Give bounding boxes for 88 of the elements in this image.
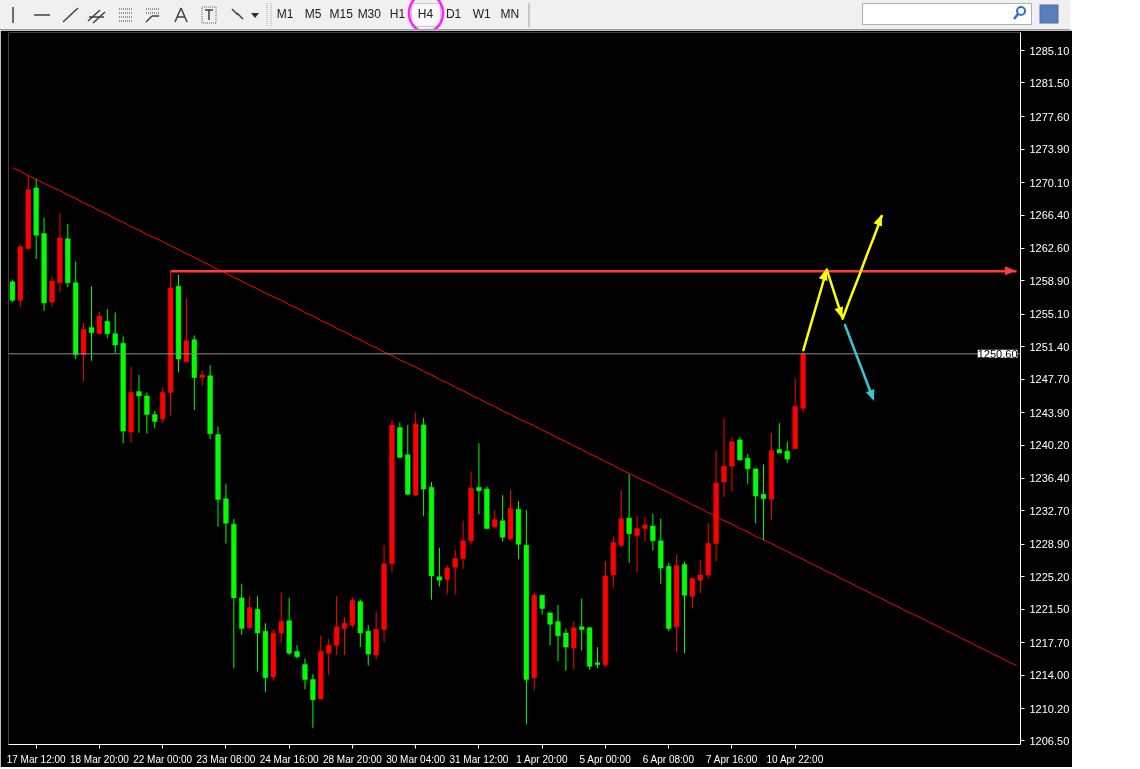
y-tick-label: 1266.40 [1029, 209, 1070, 222]
candlestick [634, 515, 640, 573]
x-tick-label: 6 Apr 08:00 [642, 753, 695, 765]
y-tick-label: 1225.20 [1029, 570, 1070, 583]
text: H1 [388, 7, 407, 22]
candlestick [539, 594, 545, 616]
x-tick-label: 5 Apr 00:00 [579, 753, 632, 765]
candlestick [642, 516, 648, 543]
y-tick-label: 1210.20 [1029, 702, 1070, 715]
candlestick [294, 644, 300, 659]
candlestick [183, 298, 190, 363]
x-tick-label: 28 Mar 20:00 [322, 753, 383, 765]
y-tick-label: 1273.90 [1029, 143, 1070, 156]
candlestick [302, 657, 308, 690]
candlestick [96, 311, 103, 335]
y-tick-label: 1255.10 [1029, 308, 1070, 321]
candlestick [563, 628, 569, 672]
candlestick [626, 473, 632, 564]
text: W1 [471, 7, 492, 22]
text: D1 [444, 7, 463, 22]
candlestick [476, 442, 482, 515]
y-tick-label: 1281.50 [1029, 76, 1070, 89]
candlestick [365, 624, 371, 666]
candlestick [444, 564, 450, 595]
x-tick-label: 31 Mar 12:00 [449, 753, 509, 765]
candlestick [555, 604, 561, 662]
y-tick-label: 1243.90 [1029, 406, 1070, 419]
y-tick-label: 1277.60 [1029, 110, 1070, 123]
y-tick-label: 1232.70 [1029, 504, 1070, 517]
candlestick [650, 513, 656, 551]
candlestick [278, 592, 284, 644]
candlestick [112, 312, 118, 354]
y-tick-label: 1236.40 [1029, 472, 1070, 485]
candlestick [104, 308, 110, 339]
candlestick [492, 509, 498, 530]
y-tick-label: 1228.90 [1029, 538, 1070, 551]
x-tick-label: 7 Apr 16:00 [706, 753, 758, 765]
y-tick-label: 1214.00 [1029, 669, 1070, 682]
y-tick-label: 1206.50 [1029, 734, 1070, 747]
candlestick [9, 279, 16, 303]
x-tick-label: 10 Apr 22:00 [766, 753, 824, 765]
candlestick [460, 520, 466, 570]
candlestick [784, 441, 790, 464]
line-series [11, 167, 1018, 666]
candlestick [247, 595, 253, 630]
x-tick-label: 18 Mar 20:00 [69, 753, 130, 765]
y-tick-label: 1262.60 [1029, 242, 1070, 255]
y-tick-label: 1251.40 [1029, 340, 1070, 353]
candlestick [326, 638, 332, 676]
candlestick [689, 577, 696, 609]
text: MN [499, 7, 521, 22]
candlestick [547, 612, 553, 646]
candlestick [760, 463, 767, 541]
x-tick-label: 24 Mar 16:00 [259, 753, 320, 765]
candlestick [745, 453, 751, 485]
y-tick-label: 1270.10 [1029, 176, 1070, 189]
candlestick [697, 559, 703, 594]
candlestick [500, 494, 506, 543]
x-tick-label: 1 Apr 20:00 [516, 753, 568, 765]
ref-line-label: 1250.60 [977, 347, 1018, 360]
x-tick-label: 17 Mar 12:00 [6, 753, 67, 765]
candlestick [452, 549, 458, 595]
y-tick-label: 1217.70 [1029, 636, 1070, 649]
candlestick [436, 547, 443, 587]
candlestick [144, 391, 150, 435]
candlestick [776, 422, 782, 454]
y-tick-label: 1258.90 [1029, 274, 1070, 287]
candlestick [49, 276, 55, 307]
candlestick [571, 621, 577, 670]
y-tick-label: 1240.20 [1029, 439, 1070, 452]
text: M30 [356, 7, 382, 22]
line-series [801, 213, 884, 353]
y-tick-label: 1247.70 [1029, 373, 1070, 386]
x-tick-label: 23 Mar 08:00 [196, 753, 256, 765]
candlestick [88, 285, 95, 362]
text: M5 [303, 7, 323, 22]
text: M15 [328, 7, 354, 22]
candlestick [737, 436, 743, 461]
y-tick-label: 1285.10 [1029, 44, 1070, 57]
x-tick-label: 30 Mar 04:00 [386, 753, 446, 765]
text: M1 [275, 7, 295, 22]
y-tick-label: 1221.50 [1029, 603, 1070, 616]
candlestick [136, 374, 142, 434]
x-tick-label: 22 Mar 00:00 [133, 753, 193, 765]
candlestick [579, 598, 585, 652]
candlestick [721, 417, 727, 498]
text: H4 [416, 7, 435, 22]
candlestick [310, 673, 316, 729]
